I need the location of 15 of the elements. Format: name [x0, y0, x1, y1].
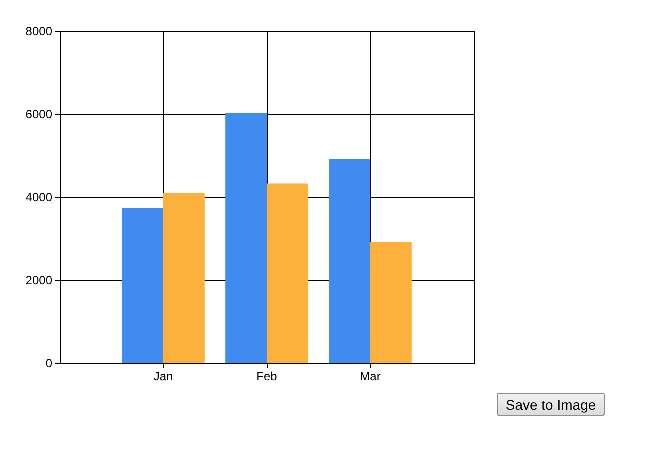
save-image-button[interactable]: Save to Image	[497, 393, 605, 416]
y-tick-label: 2000	[26, 274, 53, 288]
bar	[267, 184, 308, 363]
bar	[164, 193, 205, 363]
y-tick-label: 4000	[26, 190, 53, 204]
x-tick-label: Jan	[154, 370, 174, 384]
bar	[329, 159, 370, 363]
x-tick-label: Mar	[360, 370, 381, 384]
x-tick-label: Feb	[256, 370, 278, 384]
bar	[122, 208, 164, 363]
y-tick-label: 0	[46, 356, 53, 370]
bar	[370, 242, 412, 363]
y-tick-label: 6000	[26, 108, 53, 122]
y-tick-label: 8000	[26, 24, 53, 38]
bar	[226, 113, 267, 363]
